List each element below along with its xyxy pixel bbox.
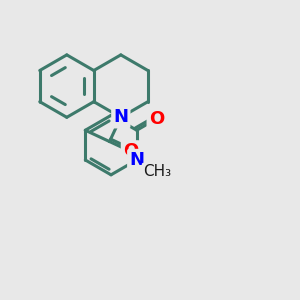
Text: CH₃: CH₃ [143, 164, 171, 179]
Text: O: O [149, 110, 164, 128]
Text: N: N [113, 108, 128, 126]
Text: O: O [123, 142, 138, 160]
Text: N: N [129, 151, 144, 169]
